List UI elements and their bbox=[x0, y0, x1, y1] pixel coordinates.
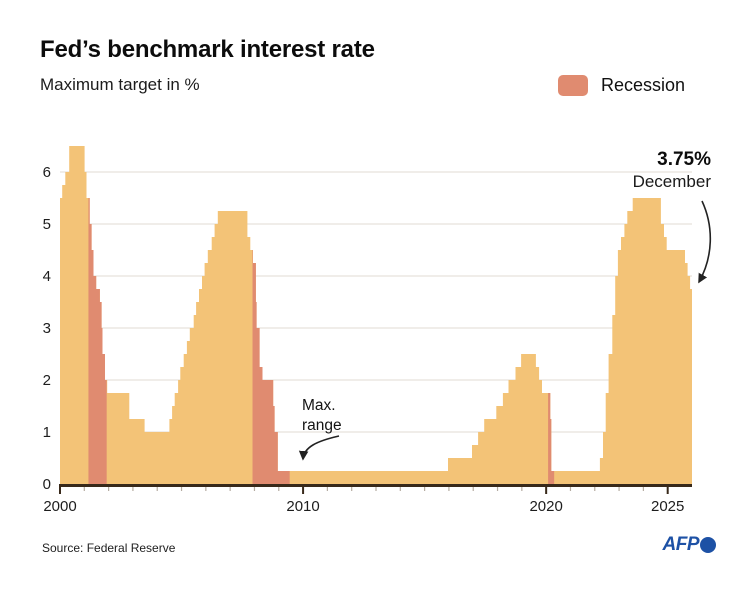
svg-text:0: 0 bbox=[43, 476, 51, 493]
legend: Recession bbox=[558, 75, 685, 96]
svg-text:6: 6 bbox=[43, 164, 51, 181]
max-range-line2: range bbox=[302, 417, 342, 435]
svg-text:4: 4 bbox=[43, 268, 51, 285]
max-range-line1: Max. bbox=[302, 397, 336, 414]
svg-text:1: 1 bbox=[43, 424, 51, 441]
chart-subtitle: Maximum target in % bbox=[40, 75, 200, 94]
afp-logo: AFP bbox=[662, 534, 716, 556]
axis-tick-labels: 2000 2010 2020 2025 0 1 2 3 4 5 6 bbox=[43, 164, 685, 515]
chart-title: Fed’s benchmark interest rate bbox=[40, 36, 375, 63]
x-axis bbox=[59, 484, 692, 494]
legend-label: Recession bbox=[601, 75, 686, 95]
recession-swatch-icon bbox=[558, 75, 588, 96]
svg-text:3: 3 bbox=[43, 320, 51, 337]
svg-text:2: 2 bbox=[43, 372, 51, 389]
afp-logo-dot-icon bbox=[700, 537, 716, 553]
svg-text:2010: 2010 bbox=[286, 498, 319, 515]
latest-rate-value: 3.75% bbox=[657, 149, 711, 170]
svg-text:2020: 2020 bbox=[529, 498, 562, 515]
latest-annotation-arrow-icon bbox=[698, 200, 712, 284]
max-range-annotation-arrow-icon bbox=[298, 435, 340, 461]
rate-step-area bbox=[60, 146, 692, 484]
afp-logo-text: AFP bbox=[662, 534, 700, 555]
latest-rate-month: December bbox=[632, 171, 711, 191]
source-note: Source: Federal Reserve bbox=[42, 541, 176, 555]
latest-value-annotation: 3.75% December bbox=[633, 149, 711, 192]
max-range-annotation: Max. range bbox=[302, 396, 342, 437]
gridlines bbox=[60, 171, 692, 433]
svg-text:2025: 2025 bbox=[651, 498, 684, 515]
svg-text:2000: 2000 bbox=[43, 498, 76, 515]
svg-text:5: 5 bbox=[43, 216, 51, 233]
